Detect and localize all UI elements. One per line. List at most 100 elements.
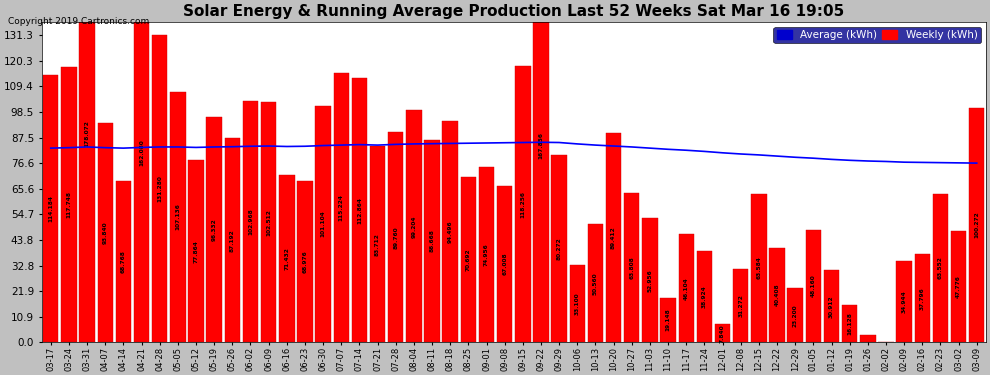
Text: 77.864: 77.864: [193, 240, 199, 263]
Text: 114.184: 114.184: [49, 195, 53, 222]
Text: 63.552: 63.552: [938, 256, 942, 279]
Bar: [425, 140, 440, 342]
Bar: [860, 335, 875, 342]
Bar: [515, 66, 531, 342]
Text: 89.412: 89.412: [611, 226, 616, 249]
Text: 48.160: 48.160: [811, 274, 816, 297]
Text: 178.072: 178.072: [84, 120, 89, 147]
Text: 89.760: 89.760: [393, 226, 398, 249]
Text: 46.104: 46.104: [684, 277, 689, 300]
Text: 34.944: 34.944: [902, 290, 907, 313]
Bar: [297, 181, 313, 342]
Bar: [769, 248, 785, 342]
Bar: [134, 0, 149, 342]
Text: 86.668: 86.668: [430, 230, 435, 252]
Text: 96.332: 96.332: [212, 218, 217, 241]
Text: 102.512: 102.512: [266, 209, 271, 236]
Text: 102.968: 102.968: [248, 209, 253, 235]
Text: 70.692: 70.692: [466, 248, 471, 271]
Bar: [551, 154, 567, 342]
Bar: [842, 304, 857, 342]
Text: 31.272: 31.272: [739, 294, 743, 317]
Text: 30.912: 30.912: [829, 295, 834, 318]
Bar: [643, 219, 657, 342]
Bar: [588, 224, 603, 342]
Bar: [624, 193, 640, 342]
Text: 37.796: 37.796: [920, 287, 925, 309]
Bar: [534, 0, 548, 342]
Text: 68.976: 68.976: [303, 250, 308, 273]
Bar: [697, 251, 712, 342]
Bar: [896, 261, 912, 342]
Bar: [715, 324, 731, 342]
Text: 74.956: 74.956: [484, 243, 489, 266]
Text: 107.136: 107.136: [175, 204, 180, 231]
Text: 94.496: 94.496: [447, 220, 452, 243]
Bar: [225, 138, 240, 342]
Bar: [606, 133, 622, 342]
Text: 52.956: 52.956: [647, 269, 652, 292]
Bar: [569, 265, 585, 342]
Bar: [406, 110, 422, 342]
Bar: [443, 121, 458, 342]
Bar: [316, 106, 331, 342]
Text: 63.808: 63.808: [630, 256, 635, 279]
Bar: [207, 117, 222, 342]
Text: 67.008: 67.008: [502, 253, 507, 275]
Bar: [43, 75, 58, 342]
Text: 33.100: 33.100: [575, 292, 580, 315]
Text: 38.924: 38.924: [702, 285, 707, 308]
Text: 87.192: 87.192: [230, 229, 235, 252]
Bar: [497, 186, 513, 342]
Text: 131.280: 131.280: [157, 176, 162, 202]
Title: Solar Energy & Running Average Production Last 52 Weeks Sat Mar 16 19:05: Solar Energy & Running Average Productio…: [183, 4, 844, 19]
Text: 50.560: 50.560: [593, 272, 598, 294]
Text: 112.864: 112.864: [357, 197, 362, 224]
Bar: [370, 147, 385, 342]
Text: 115.224: 115.224: [339, 194, 344, 221]
Bar: [351, 78, 367, 342]
Bar: [950, 231, 966, 342]
Text: 71.432: 71.432: [284, 248, 289, 270]
Text: 80.272: 80.272: [556, 237, 561, 260]
Bar: [824, 270, 840, 342]
Text: 101.104: 101.104: [321, 211, 326, 237]
Bar: [279, 175, 294, 342]
Text: 93.840: 93.840: [103, 221, 108, 244]
Text: 100.272: 100.272: [974, 211, 979, 238]
Bar: [388, 132, 404, 342]
Text: 40.408: 40.408: [774, 284, 779, 306]
Text: 63.584: 63.584: [756, 256, 761, 279]
Text: 16.128: 16.128: [847, 312, 852, 335]
Bar: [243, 101, 258, 342]
Text: 7.840: 7.840: [720, 324, 725, 342]
Bar: [933, 194, 948, 342]
Bar: [969, 108, 984, 342]
Bar: [116, 182, 131, 342]
Bar: [751, 194, 766, 342]
Bar: [678, 234, 694, 342]
Text: 117.748: 117.748: [66, 191, 71, 218]
Bar: [460, 177, 476, 342]
Text: 162.080: 162.080: [139, 140, 144, 166]
Text: 99.204: 99.204: [412, 215, 417, 237]
Bar: [188, 160, 204, 342]
Text: 118.256: 118.256: [521, 190, 526, 217]
Bar: [261, 102, 276, 342]
Bar: [806, 230, 821, 342]
Text: Copyright 2019 Cartronics.com: Copyright 2019 Cartronics.com: [8, 17, 149, 26]
Bar: [479, 167, 494, 342]
Bar: [660, 298, 676, 342]
Bar: [61, 67, 76, 342]
Text: 19.148: 19.148: [665, 309, 670, 332]
Text: 83.712: 83.712: [375, 233, 380, 256]
Bar: [79, 0, 95, 342]
Bar: [152, 35, 167, 342]
Text: 68.768: 68.768: [121, 251, 126, 273]
Bar: [787, 288, 803, 342]
Bar: [733, 269, 748, 342]
Text: 167.856: 167.856: [539, 132, 544, 159]
Bar: [97, 123, 113, 342]
Bar: [334, 73, 349, 342]
Bar: [915, 254, 930, 342]
